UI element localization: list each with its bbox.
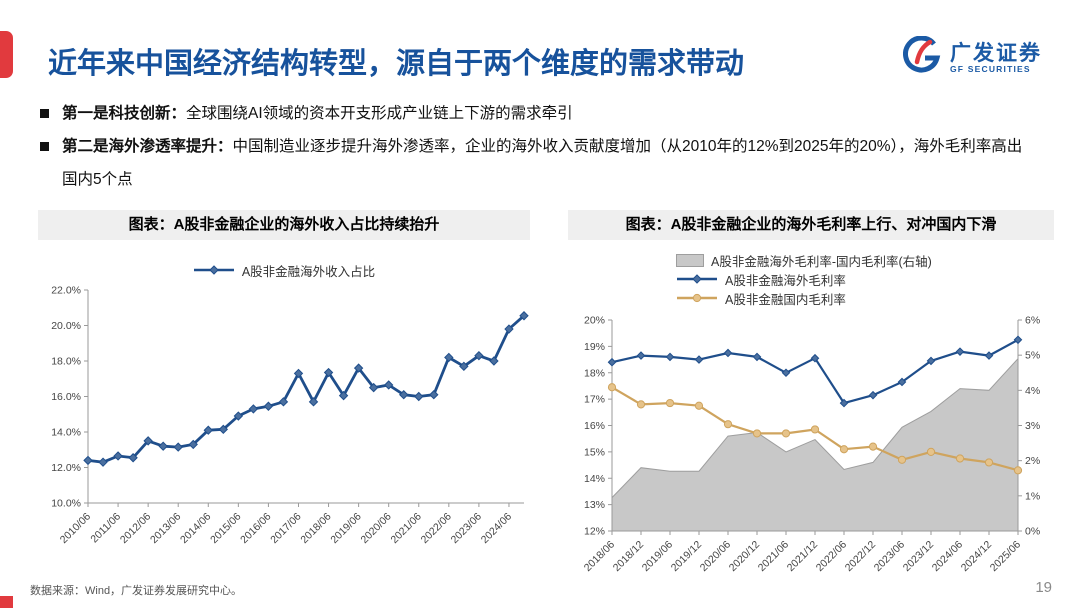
svg-text:2020/12: 2020/12 <box>727 539 762 574</box>
svg-text:12.0%: 12.0% <box>51 462 81 474</box>
chart-left-title: 图表：A股非金融企业的海外收入占比持续抬升 <box>38 210 530 240</box>
svg-text:12%: 12% <box>584 526 605 538</box>
chart-right-title: 图表：A股非金融企业的海外毛利率上行、对冲国内下滑 <box>568 210 1054 240</box>
gf-logo-icon <box>903 35 943 81</box>
chart-right-section: 图表：A股非金融企业的海外毛利率上行、对冲国内下滑 A股非金融海外毛利率-国内毛… <box>568 210 1054 606</box>
legend-row-overseas: A股非金融海外毛利率 <box>676 271 1054 288</box>
svg-text:22.0%: 22.0% <box>51 285 81 297</box>
svg-text:2023/06: 2023/06 <box>449 511 484 546</box>
chart-left-section: 图表：A股非金融企业的海外收入占比持续抬升 A股非金融海外收入占比 22.0% 2… <box>38 210 530 588</box>
svg-text:2020/06: 2020/06 <box>358 511 393 546</box>
logo-name-cn: 广发证券 <box>950 42 1042 66</box>
svg-text:15%: 15% <box>584 446 605 458</box>
svg-text:2012/06: 2012/06 <box>118 511 153 546</box>
overseas-revenue-share-chart: 22.0% 20.0% 18.0% 16.0% 14.0% 12.0% 10.0% 2010/… <box>38 278 530 588</box>
svg-text:2022/06: 2022/06 <box>419 511 454 546</box>
svg-text:18%: 18% <box>584 367 605 379</box>
legend-label: A股非金融国内毛利率 <box>725 292 846 307</box>
svg-text:16%: 16% <box>584 420 605 432</box>
svg-text:0%: 0% <box>1025 526 1040 538</box>
bullet-square-icon <box>40 142 49 151</box>
svg-text:2016/06: 2016/06 <box>238 511 273 546</box>
legend-area-swatch-icon <box>676 253 704 267</box>
legend-row-domestic: A股非金融国内毛利率 <box>676 290 1054 307</box>
svg-text:14.0%: 14.0% <box>51 427 81 439</box>
svg-text:2024/06: 2024/06 <box>930 539 965 574</box>
legend-line-circle-icon <box>677 293 717 303</box>
bullet-rest: 全球围绕AI领域的资本开支形成产业链上下游的需求牵引 <box>186 105 573 122</box>
bullet-text: 第一是科技创新：全球围绕AI领域的资本开支形成产业链上下游的需求牵引 <box>62 97 573 130</box>
legend-label: A股非金融海外毛利率 <box>725 273 846 288</box>
svg-text:2021/06: 2021/06 <box>389 511 424 546</box>
legend-row-area: A股非金融海外毛利率-国内毛利率(右轴) <box>676 252 1054 269</box>
svg-text:2013/06: 2013/06 <box>148 511 183 546</box>
svg-text:2022/12: 2022/12 <box>843 539 878 574</box>
svg-text:3%: 3% <box>1025 420 1040 432</box>
logo-name-en: GF SECURITIES <box>950 64 1031 75</box>
svg-text:10.0%: 10.0% <box>51 498 81 510</box>
bullet-text: 第二是海外渗透率提升：中国制造业逐步提升海外渗透率，企业的海外收入贡献度增加（从… <box>62 130 1032 196</box>
logo-text: 广发证券 GF SECURITIES <box>950 42 1042 75</box>
svg-text:2011/06: 2011/06 <box>88 511 123 546</box>
company-logo: 广发证券 GF SECURITIES <box>903 35 1042 81</box>
svg-text:2015/06: 2015/06 <box>208 511 243 546</box>
svg-text:2019/06: 2019/06 <box>328 511 363 546</box>
chart-right-legend: A股非金融海外毛利率-国内毛利率(右轴) A股非金融海外毛利率 A股非金融国内毛… <box>676 252 1054 307</box>
svg-text:2023/06: 2023/06 <box>872 539 907 574</box>
svg-text:2018/06: 2018/06 <box>298 511 333 546</box>
svg-text:2018/12: 2018/12 <box>611 539 646 574</box>
bullet-item-2: 第二是海外渗透率提升：中国制造业逐步提升海外渗透率，企业的海外收入贡献度增加（从… <box>40 130 1032 196</box>
svg-text:2014/06: 2014/06 <box>178 511 213 546</box>
svg-text:2021/06: 2021/06 <box>756 539 791 574</box>
bullet-square-icon <box>40 109 49 118</box>
bullet-list: 第一是科技创新：全球围绕AI领域的资本开支形成产业链上下游的需求牵引 第二是海外… <box>40 97 1032 196</box>
svg-text:2019/06: 2019/06 <box>640 539 675 574</box>
svg-text:2010/06: 2010/06 <box>58 511 93 546</box>
bullet-item-1: 第一是科技创新：全球围绕AI领域的资本开支形成产业链上下游的需求牵引 <box>40 97 1032 130</box>
bullet-lead: 第二是海外渗透率提升： <box>62 138 233 155</box>
legend-line-diamond-icon <box>677 274 717 284</box>
svg-text:20%: 20% <box>584 315 605 327</box>
svg-text:2023/12: 2023/12 <box>901 539 936 574</box>
svg-text:16.0%: 16.0% <box>51 391 81 403</box>
gross-margin-chart: 20% 19% 18% 17% 16% 15% 14% 13% 12% 6% 5% 4% 3% 2% 1% 0… <box>568 306 1054 606</box>
svg-text:2019/12: 2019/12 <box>669 539 704 574</box>
svg-text:4%: 4% <box>1025 385 1040 397</box>
svg-text:13%: 13% <box>584 499 605 511</box>
svg-text:20.0%: 20.0% <box>51 320 81 332</box>
svg-text:6%: 6% <box>1025 315 1040 327</box>
svg-text:1%: 1% <box>1025 490 1040 502</box>
svg-text:14%: 14% <box>584 473 605 485</box>
svg-text:2018/06: 2018/06 <box>582 539 617 574</box>
page-title: 近年来中国经济结构转型，源自于两个维度的需求带动 <box>48 48 745 80</box>
bullet-rest: 中国制造业逐步提升海外渗透率，企业的海外收入贡献度增加（从2010年的12%到2… <box>62 138 1023 188</box>
data-source-note: 数据来源：Wind，广发证券发展研究中心。 <box>30 585 243 597</box>
svg-text:2025/06: 2025/06 <box>988 539 1023 574</box>
svg-text:2022/06: 2022/06 <box>814 539 849 574</box>
svg-text:2024/06: 2024/06 <box>479 511 514 546</box>
legend-label: A股非金融海外收入占比 <box>241 264 376 279</box>
left-accent-bar <box>0 31 13 78</box>
svg-text:2024/12: 2024/12 <box>959 539 994 574</box>
svg-text:17%: 17% <box>584 394 605 406</box>
svg-text:2%: 2% <box>1025 455 1040 467</box>
svg-text:2020/06: 2020/06 <box>698 539 733 574</box>
page-number: 19 <box>1035 579 1052 596</box>
legend-line-diamond-icon <box>193 265 234 275</box>
bottom-accent-bar <box>0 596 13 608</box>
legend-label: A股非金融海外毛利率-国内毛利率(右轴) <box>711 254 932 269</box>
svg-text:2017/06: 2017/06 <box>268 511 303 546</box>
bullet-lead: 第一是科技创新： <box>62 105 187 122</box>
svg-text:19%: 19% <box>584 341 605 353</box>
chart-left-legend: A股非金融海外收入占比 <box>38 262 530 279</box>
svg-text:2021/12: 2021/12 <box>785 539 820 574</box>
svg-text:18.0%: 18.0% <box>51 356 81 368</box>
svg-text:5%: 5% <box>1025 350 1040 362</box>
